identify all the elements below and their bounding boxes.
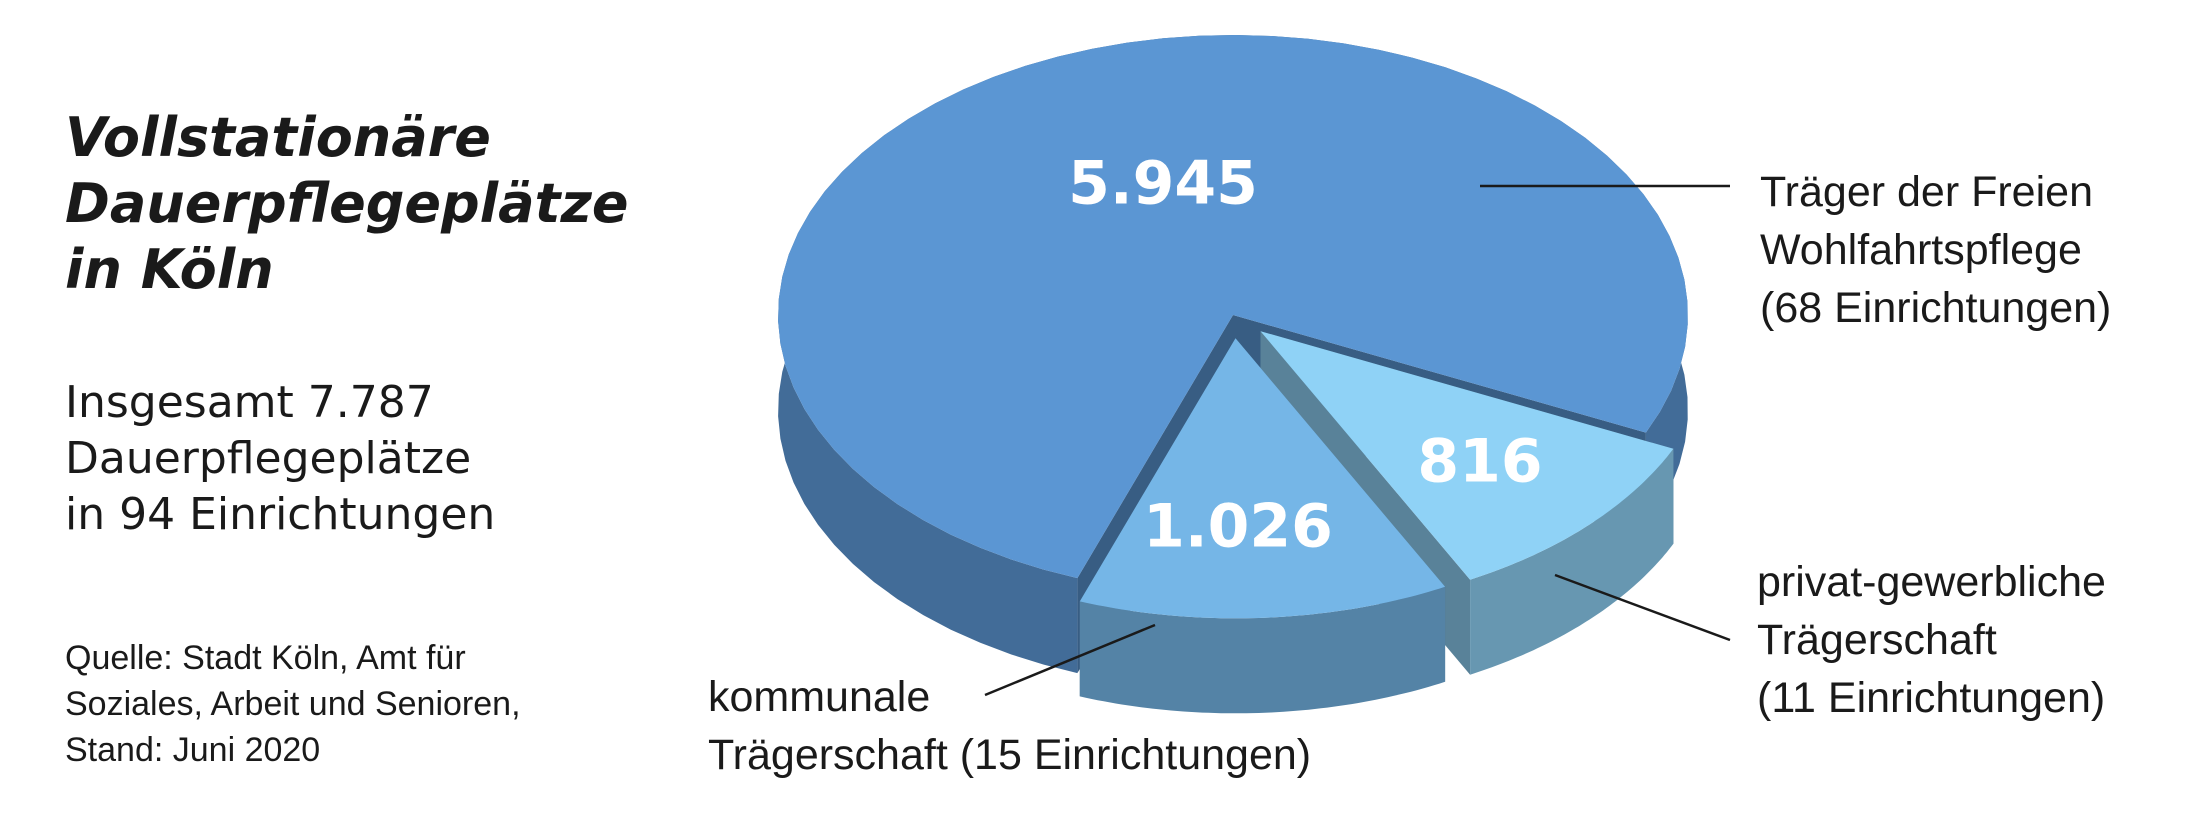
chart-subtitle: Insgesamt 7.787 Dauerpflegeplätze in 94 … — [65, 377, 496, 540]
chart-title: Vollstationäre Dauerpflegeplätze in Köln — [65, 106, 629, 301]
slice-label: Träger der Freien Wohlfahrtspflege (68 E… — [1760, 168, 2112, 332]
value-label: 5.945 — [1068, 149, 1258, 219]
slice — [1079, 338, 1446, 619]
slice-side — [1470, 448, 1674, 675]
value-label: 816 — [1417, 427, 1542, 497]
leader-line — [984, 623, 1156, 697]
leader-line — [1554, 573, 1731, 642]
slice — [778, 35, 1688, 579]
slice-label: kommunale Trägerschaft (15 Einrichtungen… — [708, 673, 1312, 779]
value-label: 1.026 — [1143, 492, 1333, 562]
slice-side — [1079, 586, 1446, 714]
slice-label: privat-gewerbliche Trägerschaft (11 Einr… — [1757, 558, 2106, 722]
slice — [1260, 331, 1674, 580]
source-note: Quelle: Stadt Köln, Amt für Soziales, Ar… — [65, 639, 521, 769]
